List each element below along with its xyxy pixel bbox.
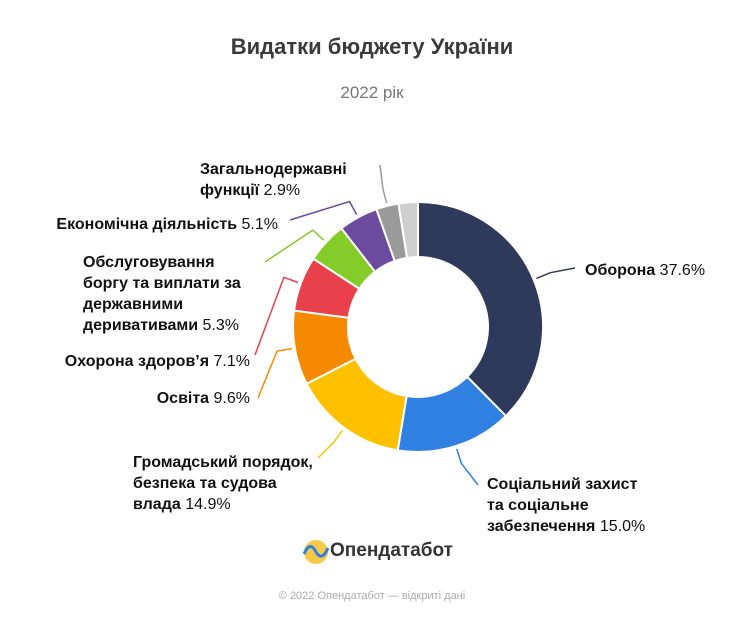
leader-line — [456, 448, 479, 486]
segment-label: Громадський порядок, безпека та судова в… — [133, 452, 313, 515]
footer: © 2022 Опендатабот — відкриті дані — [278, 590, 466, 602]
leader-line — [264, 229, 325, 263]
leader-line — [254, 276, 299, 356]
value-label: 5.3% — [202, 317, 239, 334]
leader-line — [317, 429, 344, 459]
segment-label: Обслуговування боргу та виплати за держа… — [83, 252, 258, 336]
segment-label: Загальнодержавні функції 2.9% — [200, 159, 370, 201]
category-label: Економічна діяльність — [56, 216, 238, 233]
leader-line — [379, 164, 388, 204]
leader-line — [536, 267, 576, 280]
logo-text: Опендатабот — [330, 540, 453, 561]
category-label: Громадський порядок, безпека та судова в… — [133, 454, 313, 513]
logo-wave — [302, 545, 330, 558]
category-label: Соціальний захист та соціальне забезпече… — [487, 476, 638, 535]
leader-line — [257, 347, 292, 399]
segment-label: Оборона 37.6% — [585, 260, 735, 281]
value-label: 5.1% — [241, 216, 278, 233]
segment-label: Соціальний захист та соціальне забезпече… — [487, 474, 657, 537]
leader-line — [289, 200, 358, 221]
donut-segment — [417, 200, 544, 418]
chart-title: Видатки бюджету України — [230, 34, 514, 59]
donut-segment — [397, 200, 419, 260]
category-label: Оборона — [585, 262, 656, 279]
value-label: 37.6% — [659, 262, 706, 279]
segment-label: Охорона здоров’я 7.1% — [30, 351, 250, 372]
value-label: 14.9% — [185, 496, 231, 513]
value-label: 2.9% — [263, 182, 301, 199]
category-label: Обслуговування боргу та виплати за держа… — [83, 254, 241, 334]
segment-label: Освіта 9.6% — [100, 388, 250, 409]
value-label: 7.1% — [213, 353, 250, 370]
category-label: Загальнодержавні функції — [200, 161, 347, 199]
category-label: Освіта — [156, 390, 210, 407]
value-label: 9.6% — [213, 390, 250, 407]
category-label: Охорона здоров’я — [64, 353, 210, 370]
chart-subtitle: 2022 рік — [340, 83, 404, 102]
value-label: 15.0% — [599, 518, 646, 535]
segment-label: Економічна діяльність 5.1% — [30, 214, 278, 235]
